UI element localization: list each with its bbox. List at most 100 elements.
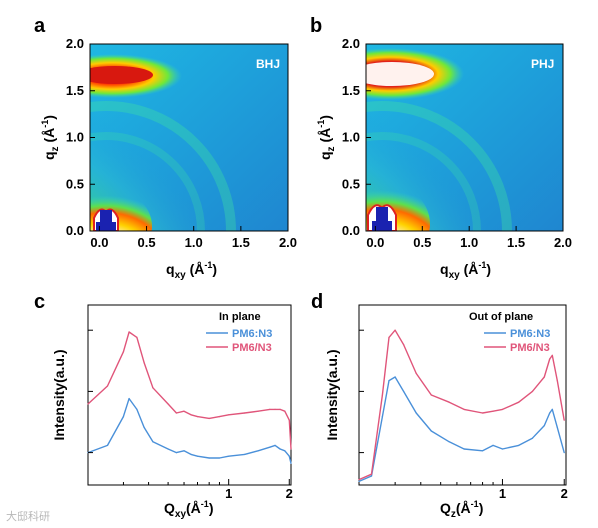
panel-d-data-point — [556, 380, 558, 382]
panel-b-xlabel: qxy (Å-1) — [440, 260, 491, 281]
panel-c-data-point — [208, 457, 210, 459]
panel-c-data-point — [143, 426, 145, 428]
panel-d-data-point — [381, 394, 383, 396]
panel-c-data-point — [279, 448, 281, 450]
panel-d-xtick-label: 2 — [561, 486, 568, 501]
panel-b-ytick-label: 2.0 — [342, 36, 360, 51]
panel-c-data-point — [128, 398, 130, 400]
panel-d-data-point — [448, 441, 450, 443]
panel-c-data-point — [288, 419, 290, 421]
panel-c-data-point — [167, 403, 169, 405]
panel-d-label: d — [311, 291, 323, 313]
panel-d-data-point — [463, 408, 465, 410]
panel-d-legend-series-2: PM6/N3 — [510, 342, 550, 354]
panel-c-data-point — [87, 403, 89, 405]
panel-c-data-point — [128, 331, 130, 333]
panel-c-data-point — [136, 336, 138, 338]
panel-c-legend-series-1: PM6:N3 — [232, 328, 272, 340]
panel-a-xtick-label: 0.0 — [90, 235, 108, 250]
panel-b-xtick-label: 0.0 — [366, 235, 384, 250]
panel-d-legend-title: Out of plane — [469, 311, 533, 323]
panel-c-data-point — [183, 450, 185, 452]
panel-b-tag: PHJ — [531, 57, 554, 71]
panel-c-data-point — [279, 408, 281, 410]
panel-d-data-point — [531, 390, 534, 392]
panel-b-label: b — [310, 15, 322, 37]
panel-b-ytick-label: 1.5 — [342, 83, 360, 98]
panel-c-data-point — [228, 414, 230, 416]
panel-b-axes: 0.0 0.5 1.0 1.5 2.0 0.0 0.5 1.0 1.5 2.0 — [342, 36, 572, 250]
panel-d-data-point — [394, 376, 396, 378]
panel-c-data-point — [175, 452, 178, 454]
panel-d-data-point — [543, 376, 545, 378]
panel-d-data-point — [501, 448, 504, 450]
panel-c-data-point — [136, 408, 138, 410]
panel-d-data-point — [370, 475, 373, 477]
panel-c-data-point — [196, 416, 199, 418]
panel-c-data-point — [290, 462, 292, 464]
panel-d-data-point — [481, 450, 484, 452]
panel-d-data-point — [463, 448, 465, 450]
panel-a-xtick-label: 1.0 — [185, 235, 203, 250]
panel-d-data-point — [358, 480, 360, 482]
panel-c-ylabel: Intensity(a.u.) — [51, 349, 67, 440]
panel-c-data-point — [196, 455, 199, 457]
panel-d-data-point — [549, 412, 551, 414]
panel-a-xlabel: qxy (Å-1) — [166, 260, 217, 281]
panel-b-ytick-label: 0.5 — [342, 176, 360, 191]
panel-d-data-point — [549, 358, 551, 360]
panel-d-data-point — [501, 408, 504, 410]
panel-c-data-point — [122, 351, 125, 353]
panel-a-ytick-label: 0.0 — [66, 223, 84, 238]
panel-d-xtick-label: 1 — [499, 486, 506, 501]
panel-c-data-point — [244, 412, 246, 414]
panel-d-data-point — [518, 444, 520, 446]
panel-b-xtick-label: 1.0 — [460, 235, 478, 250]
panel-c-data-point — [143, 362, 145, 364]
panel-c-data-point — [257, 410, 259, 412]
panel-a-label: a — [34, 15, 46, 37]
panel-a-ytick-label: 0.5 — [66, 176, 84, 191]
panel-c-label: c — [34, 291, 45, 313]
panel-c-data-point — [284, 410, 286, 412]
panel-a: a BHJ 0.0 0.5 1.0 1.5 2.0 0.0 0.5 1.0 1.5 2.0 qxy… — [34, 15, 297, 281]
panel-c-data-point — [190, 453, 192, 455]
panel-d-data-point — [563, 419, 565, 421]
panel-d-data-point — [394, 329, 396, 331]
panel-c-xlabel: Qxy(Å-1) — [164, 499, 213, 520]
panel-d-data-point — [388, 336, 390, 338]
panel-d-series-line-2 — [358, 329, 565, 481]
panel-d-data-point — [481, 412, 484, 414]
panel-d-data-point — [381, 416, 383, 418]
panel-c-data-point — [106, 444, 109, 446]
panel-b-xtick-label: 2.0 — [554, 235, 572, 250]
panel-c-data-point — [218, 457, 221, 459]
panel-c-data-point — [274, 408, 276, 410]
panel-c-data-point — [290, 448, 292, 450]
panel-d-data-point — [492, 444, 494, 446]
panel-a-xtick-label: 1.5 — [232, 235, 250, 250]
panel-c-data-point — [106, 385, 109, 387]
panel-c-data-point — [175, 412, 178, 414]
panel-d-data-point — [415, 412, 417, 414]
panel-c-data-point — [167, 448, 169, 450]
panel-c-legend-title: In plane — [219, 311, 261, 323]
panel-b-ytick-label: 1.0 — [342, 130, 360, 145]
panel-d-data-point — [543, 425, 545, 427]
panel-a-axes: 0.0 0.5 1.0 1.5 2.0 0.0 0.5 1.0 1.5 2.0 — [66, 36, 297, 250]
panel-a-ytick-label: 2.0 — [66, 36, 84, 51]
panel-d-data-point — [388, 380, 390, 382]
panel-c-data-point — [244, 453, 246, 455]
panel-c-data-point — [269, 408, 271, 410]
panel-a-xtick-label: 0.5 — [138, 235, 156, 250]
panel-c-data-point — [228, 455, 230, 457]
giwaxs-image-bhj — [90, 44, 288, 231]
panel-c-data-point — [183, 410, 185, 412]
panel-a-ytick-label: 1.5 — [66, 83, 84, 98]
panel-b-xtick-label: 1.5 — [507, 235, 525, 250]
panel-d-data-point — [551, 408, 553, 410]
panel-c-xtick-label: 2 — [286, 486, 293, 501]
panel-c-data-point — [122, 416, 125, 418]
